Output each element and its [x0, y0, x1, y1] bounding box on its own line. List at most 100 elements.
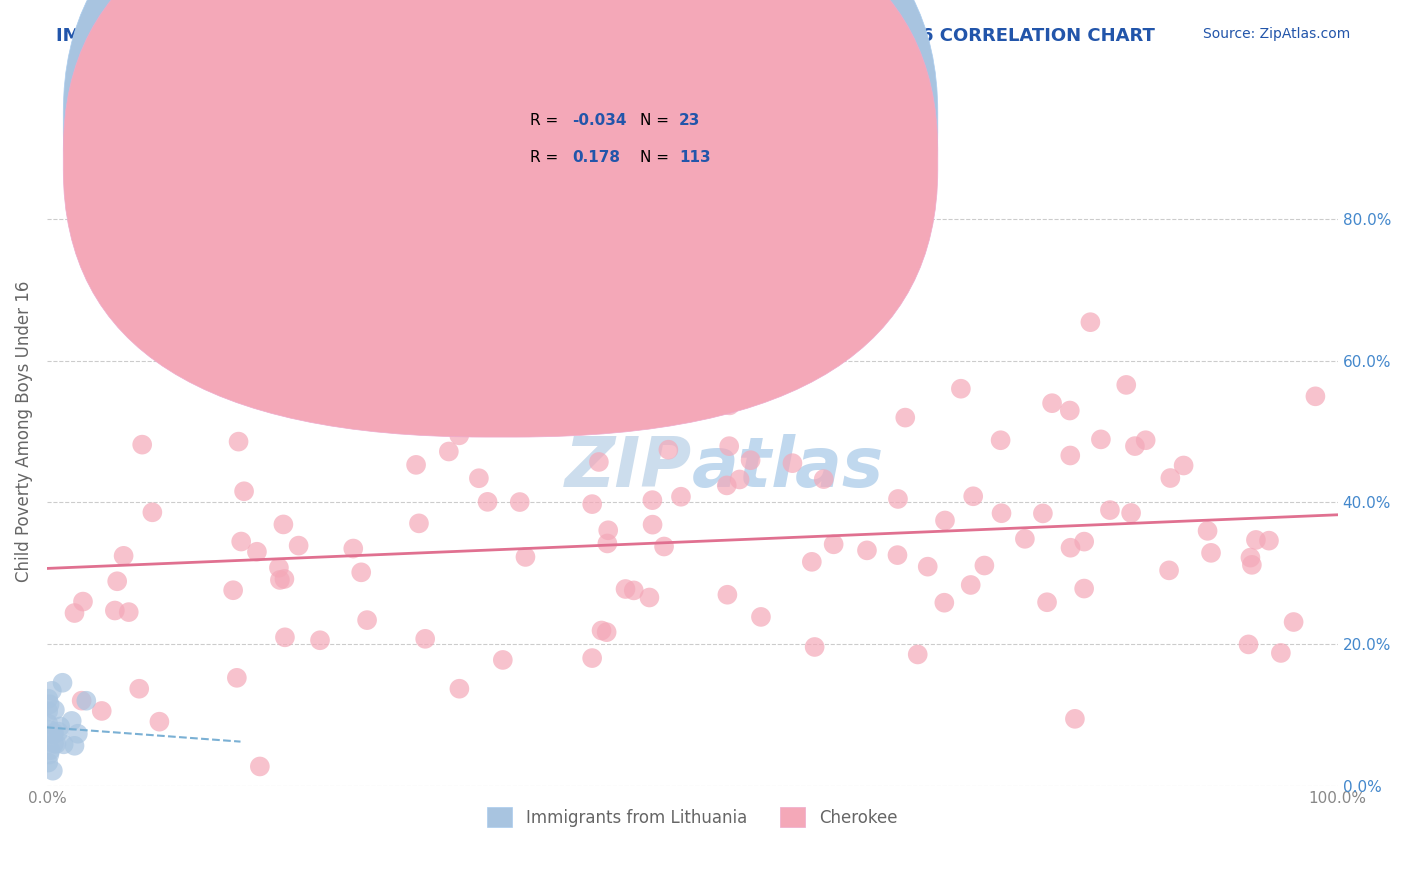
Point	[990, 506, 1012, 520]
Text: R =: R =	[530, 151, 558, 165]
Point	[63, 606, 86, 620]
Point	[716, 478, 738, 492]
Point	[1073, 582, 1095, 596]
Point	[52, 737, 75, 751]
Point	[614, 582, 637, 596]
Point	[449, 681, 471, 696]
Point	[716, 588, 738, 602]
Point	[856, 543, 879, 558]
Point	[90, 704, 112, 718]
Point	[48, 724, 70, 739]
Point	[225, 671, 247, 685]
Point	[782, 456, 804, 470]
Point	[657, 442, 679, 457]
Point	[1073, 534, 1095, 549]
Point	[1115, 378, 1137, 392]
Point	[598, 523, 620, 537]
Point	[1080, 315, 1102, 329]
Point	[44, 703, 66, 717]
Point	[800, 555, 823, 569]
Point	[641, 493, 664, 508]
Point	[886, 548, 908, 562]
Point	[231, 534, 253, 549]
Point	[949, 382, 972, 396]
Point	[39, 743, 62, 757]
Point	[1270, 646, 1292, 660]
Point	[803, 640, 825, 654]
Point	[37, 704, 59, 718]
Text: IMMIGRANTS FROM LITHUANIA VS CHEROKEE CHILD POVERTY AMONG BOYS UNDER 16 CORRELAT: IMMIGRANTS FROM LITHUANIA VS CHEROKEE CH…	[56, 27, 1156, 45]
Point	[66, 727, 89, 741]
Point	[509, 495, 531, 509]
Point	[222, 583, 245, 598]
Text: 113: 113	[679, 151, 710, 165]
Point	[118, 605, 141, 619]
Point	[641, 517, 664, 532]
Point	[449, 428, 471, 442]
Point	[37, 716, 59, 731]
Point	[413, 632, 436, 646]
Point	[45, 737, 67, 751]
Text: 23: 23	[679, 113, 700, 128]
Point	[990, 434, 1012, 448]
Point	[959, 578, 981, 592]
Text: ZIP: ZIP	[565, 434, 692, 500]
Point	[477, 495, 499, 509]
Point	[887, 491, 910, 506]
Point	[1059, 449, 1081, 463]
Point	[39, 723, 62, 738]
Point	[1282, 615, 1305, 629]
Point	[1197, 524, 1219, 538]
Point	[1090, 433, 1112, 447]
Point	[131, 437, 153, 451]
Point	[141, 505, 163, 519]
Point	[104, 603, 127, 617]
Point	[42, 737, 65, 751]
Point	[581, 651, 603, 665]
Point	[273, 572, 295, 586]
Point	[37, 756, 59, 770]
Point	[42, 727, 65, 741]
Point	[37, 691, 59, 706]
Text: -0.034: -0.034	[572, 113, 627, 128]
Point	[581, 497, 603, 511]
Point	[105, 574, 128, 589]
Text: 0.178: 0.178	[572, 151, 620, 165]
Text: R =: R =	[530, 113, 558, 128]
Point	[749, 610, 772, 624]
Point	[128, 681, 150, 696]
Point	[515, 549, 537, 564]
Point	[1040, 396, 1063, 410]
Point	[70, 693, 93, 707]
Point	[591, 624, 613, 638]
Point	[408, 516, 430, 531]
Point	[350, 566, 373, 580]
Point	[287, 539, 309, 553]
Point	[934, 514, 956, 528]
Text: atlas: atlas	[692, 434, 884, 500]
Point	[1135, 434, 1157, 448]
Point	[973, 558, 995, 573]
Point	[728, 473, 751, 487]
Point	[1244, 533, 1267, 547]
Point	[1059, 541, 1081, 555]
Point	[578, 415, 600, 429]
Point	[1258, 533, 1281, 548]
Point	[1239, 550, 1261, 565]
Point	[1173, 458, 1195, 473]
Point	[356, 613, 378, 627]
Point	[38, 698, 60, 712]
Point	[269, 573, 291, 587]
Point	[740, 453, 762, 467]
Point	[42, 764, 65, 778]
Point	[72, 594, 94, 608]
Point	[907, 648, 929, 662]
Point	[309, 633, 332, 648]
Point	[1199, 546, 1222, 560]
Point	[1159, 471, 1181, 485]
Point	[267, 560, 290, 574]
Point	[1123, 439, 1146, 453]
Point	[342, 541, 364, 556]
Point	[623, 583, 645, 598]
Text: N =: N =	[640, 151, 669, 165]
